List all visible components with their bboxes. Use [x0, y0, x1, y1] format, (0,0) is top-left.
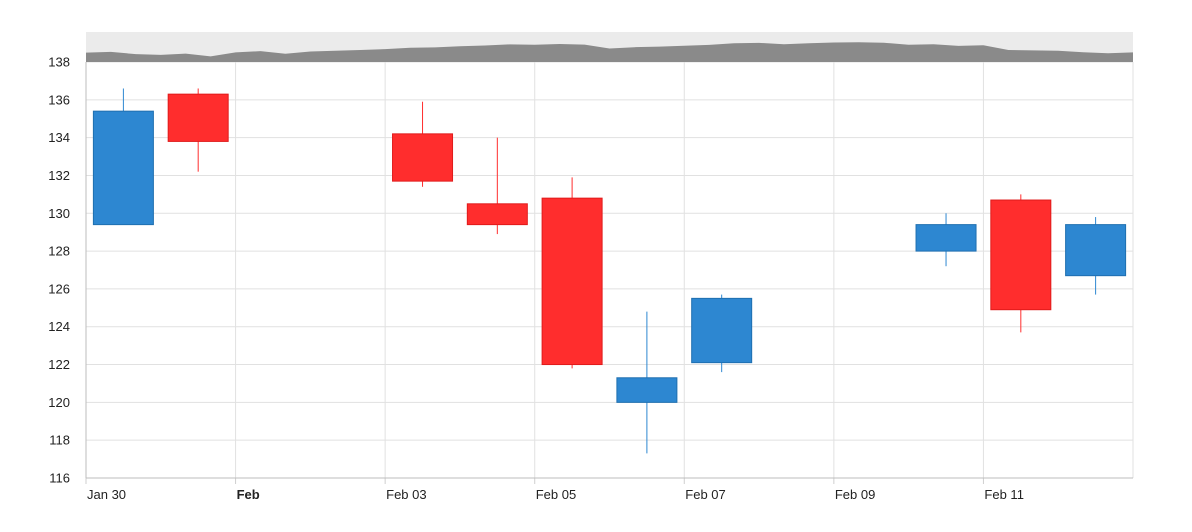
x-tick-label: Feb 11 [984, 487, 1024, 502]
x-tick-label: Feb 09 [835, 487, 875, 502]
candle-body [1065, 224, 1127, 277]
x-tick-label: Feb 07 [685, 487, 725, 502]
navigator[interactable] [86, 32, 1133, 62]
candle [691, 294, 753, 373]
candle-body [167, 93, 229, 142]
candle-body [990, 199, 1052, 311]
candle-body [541, 197, 603, 366]
y-tick-label: 122 [48, 357, 70, 372]
candle [541, 177, 603, 369]
candle [167, 88, 229, 172]
candle [1065, 217, 1127, 295]
candle-body [915, 224, 977, 252]
x-tick-label: Feb 05 [536, 487, 576, 502]
candle-body [92, 110, 154, 226]
y-tick-label: 136 [48, 92, 70, 107]
x-tick-label: Feb 03 [386, 487, 426, 502]
grid [85, 61, 1134, 479]
y-tick-label: 126 [48, 281, 70, 296]
candle-body [616, 377, 678, 403]
x-tick-label: Feb [237, 487, 260, 502]
y-tick-label: 120 [48, 395, 70, 410]
candle [616, 311, 678, 454]
y-tick-label: 128 [48, 244, 70, 259]
candle-body [466, 203, 528, 226]
navigator-area [86, 42, 1133, 62]
y-tick-label: 138 [48, 55, 70, 70]
y-tick-label: 134 [48, 130, 70, 145]
candle [915, 213, 977, 267]
candle [466, 137, 528, 235]
candle [392, 101, 454, 187]
y-tick-label: 118 [49, 433, 70, 448]
candle [92, 88, 154, 226]
y-tick-label: 130 [48, 206, 70, 221]
candle-body [691, 297, 753, 364]
y-tick-label: 116 [49, 471, 70, 486]
candle-body [392, 133, 454, 182]
candle [990, 194, 1052, 333]
axes: 116 118 120 122 124 126 128 130 132 134 136 138 Jan … [48, 55, 1133, 502]
candles [92, 88, 1127, 454]
x-tick-label: Jan 30 [87, 487, 126, 502]
y-tick-label: 132 [48, 168, 70, 183]
y-tick-label: 124 [48, 319, 70, 334]
